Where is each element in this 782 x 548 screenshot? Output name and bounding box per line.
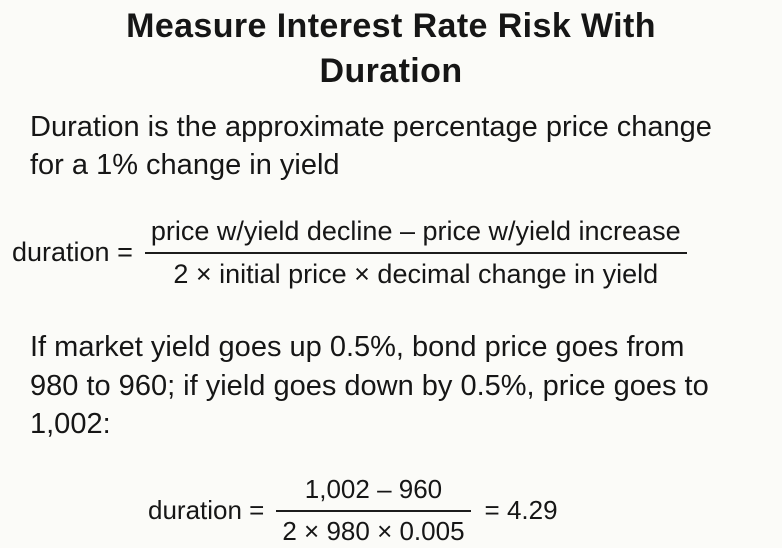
duration-general-formula: duration = price w/yield decline – price… xyxy=(12,214,782,292)
fraction-numerator: price w/yield decline – price w/yield in… xyxy=(144,214,687,254)
intro-paragraph: Duration is the approximate percentage p… xyxy=(30,110,712,182)
slide: Measure Interest Rate Risk With Duration… xyxy=(0,4,782,546)
fraction-denominator: 2 × initial price × decimal change in yi… xyxy=(173,258,659,289)
duration-example-formula: duration = 1,002 – 960 2 × 980 × 0.005 =… xyxy=(148,473,782,548)
slide-title: Measure Interest Rate Risk With Duration xyxy=(126,7,656,90)
formula-lhs: duration = xyxy=(148,494,265,525)
formula-lhs: duration = xyxy=(12,237,133,268)
example-paragraph: If market yield goes up 0.5%, bond price… xyxy=(30,331,709,441)
formula-fraction: 1,002 – 960 2 × 980 × 0.005 xyxy=(276,473,471,548)
formula-result: = 4.29 xyxy=(484,494,558,525)
formula-fraction: price w/yield decline – price w/yield in… xyxy=(144,214,687,292)
fraction-numerator: 1,002 – 960 xyxy=(276,473,471,512)
fraction-denominator: 2 × 980 × 0.005 xyxy=(282,515,465,546)
